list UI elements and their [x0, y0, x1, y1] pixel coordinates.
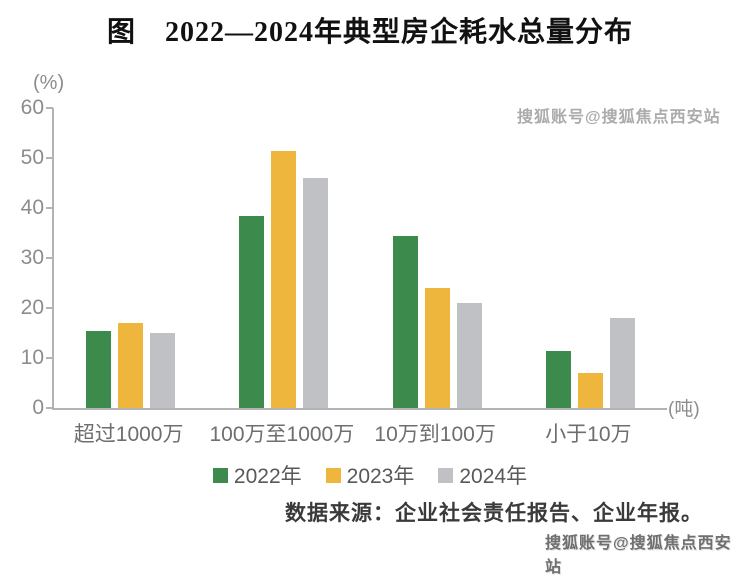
x-category-label-4: 小于10万 [545, 423, 632, 446]
bar-2022年-100万至1000万 [239, 215, 265, 408]
bar-group-3 [389, 235, 485, 408]
bar-2023年-小于10万 [577, 373, 603, 408]
watermark-bottom: 搜狐账号@搜狐焦点西安站 [545, 535, 732, 576]
bar-group-1 [83, 323, 179, 408]
y-tick-label-20: 20 [20, 296, 44, 319]
y-tick-mark-0 [46, 407, 53, 409]
y-tick-mark-60 [46, 107, 53, 109]
y-tick-mark-10 [46, 357, 53, 359]
bar-2022年-小于10万 [545, 350, 571, 408]
plot-area [52, 108, 667, 410]
x-axis-unit-label: (吨) [668, 399, 700, 420]
y-tick-label-60: 60 [20, 96, 44, 119]
legend-swatch-icon [438, 467, 454, 483]
legend-swatch-icon [212, 467, 228, 483]
legend: 2022年 2023年 2024年 [0, 460, 740, 490]
x-axis-category-labels: 超过1000万 100万至1000万 10万到100万 小于10万 [52, 418, 665, 448]
bar-2024年-100万至1000万 [303, 178, 329, 408]
bar-2024年-超过1000万 [150, 333, 176, 408]
bar-2024年-小于10万 [609, 318, 635, 408]
bar-2023年-10万到100万 [424, 288, 450, 408]
y-tick-label-0: 0 [32, 396, 44, 419]
bar-2022年-10万到100万 [392, 235, 418, 408]
y-tick-mark-20 [46, 307, 53, 309]
legend-item-2024年: 2024年 [438, 460, 527, 490]
y-tick-label-30: 30 [20, 246, 44, 269]
bar-2023年-超过1000万 [118, 323, 144, 408]
y-tick-label-50: 50 [20, 146, 44, 169]
legend-label: 2024年 [459, 465, 528, 488]
bar-2023年-100万至1000万 [271, 150, 297, 408]
legend-label: 2022年 [233, 465, 302, 488]
legend-swatch-icon [325, 467, 341, 483]
bar-group-2 [236, 150, 332, 408]
watermark-top: 搜狐账号@搜狐焦点西安站 [517, 109, 721, 126]
bar-group-4 [542, 318, 638, 408]
x-category-label-1: 超过1000万 [73, 423, 184, 446]
y-tick-mark-50 [46, 157, 53, 159]
source-note: 数据来源：企业社会责任报告、企业年报。 [285, 502, 703, 525]
y-tick-mark-40 [46, 207, 53, 209]
bar-2024年-10万到100万 [456, 303, 482, 408]
x-category-label-2: 100万至1000万 [209, 423, 355, 446]
chart-title: 图 2022—2024年典型房企耗水总量分布 [106, 17, 633, 48]
x-category-label-3: 10万到100万 [374, 423, 496, 446]
y-tick-label-40: 40 [20, 196, 44, 219]
y-tick-label-10: 10 [20, 346, 44, 369]
y-tick-mark-30 [46, 257, 53, 259]
y-axis-unit-label: (%) [33, 72, 65, 94]
legend-item-2023年: 2023年 [325, 460, 415, 490]
bar-2022年-超过1000万 [86, 330, 112, 408]
legend-item-2022年: 2022年 [212, 460, 302, 490]
legend-label: 2023年 [346, 465, 415, 488]
